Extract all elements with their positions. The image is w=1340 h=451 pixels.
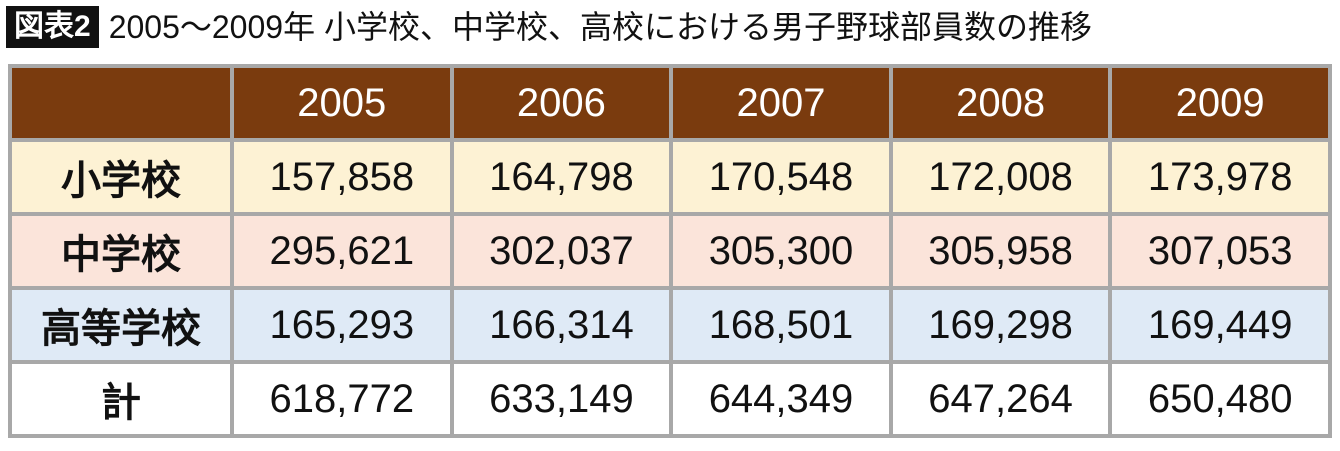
row-label: 高等学校 (8, 286, 234, 364)
cell: 172,008 (888, 138, 1113, 216)
row-label: 中学校 (8, 212, 234, 290)
figure-badge: 図表2 (6, 6, 99, 48)
column-header: 2008 (888, 64, 1113, 142)
row-label: 計 (8, 360, 234, 438)
table-row: 小学校 157,858 164,798 170,548 172,008 173,978 (8, 138, 1332, 216)
cell: 647,264 (888, 360, 1113, 438)
column-header: 2005 (230, 64, 454, 142)
column-header: 2007 (669, 64, 893, 142)
cell: 169,449 (1108, 286, 1332, 364)
cell: 295,621 (230, 212, 454, 290)
cell: 618,772 (230, 360, 454, 438)
table-row: 計 618,772 633,149 644,349 647,264 650,480 (8, 360, 1332, 438)
cell: 157,858 (230, 138, 454, 216)
table-row: 高等学校 165,293 166,314 168,501 169,298 169,449 (8, 286, 1332, 364)
corner-cell (8, 64, 234, 142)
cell: 305,958 (888, 212, 1113, 290)
cell: 302,037 (449, 212, 674, 290)
title: 2005〜2009年 小学校、中学校、高校における男子野球部員数の推移 (108, 9, 1092, 45)
cell: 164,798 (449, 138, 674, 216)
cell: 170,548 (669, 138, 893, 216)
cell: 307,053 (1108, 212, 1332, 290)
cell: 169,298 (888, 286, 1113, 364)
cell: 305,300 (669, 212, 893, 290)
row-label: 小学校 (8, 138, 234, 216)
cell: 650,480 (1108, 360, 1332, 438)
table-row: 中学校 295,621 302,037 305,300 305,958 307,053 (8, 212, 1332, 290)
column-header: 2009 (1108, 64, 1332, 142)
cell: 168,501 (669, 286, 893, 364)
cell: 173,978 (1108, 138, 1332, 216)
cell: 633,149 (449, 360, 674, 438)
data-table: 2005 2006 2007 2008 2009 小学校 157,858 164,798 17… (8, 64, 1332, 438)
column-header: 2006 (449, 64, 674, 142)
cell: 644,349 (669, 360, 893, 438)
header: 図表2 2005〜2009年 小学校、中学校、高校における男子野球部員数の推移 (6, 4, 1092, 50)
cell: 165,293 (230, 286, 454, 364)
header-row: 2005 2006 2007 2008 2009 (8, 64, 1332, 142)
cell: 166,314 (449, 286, 674, 364)
